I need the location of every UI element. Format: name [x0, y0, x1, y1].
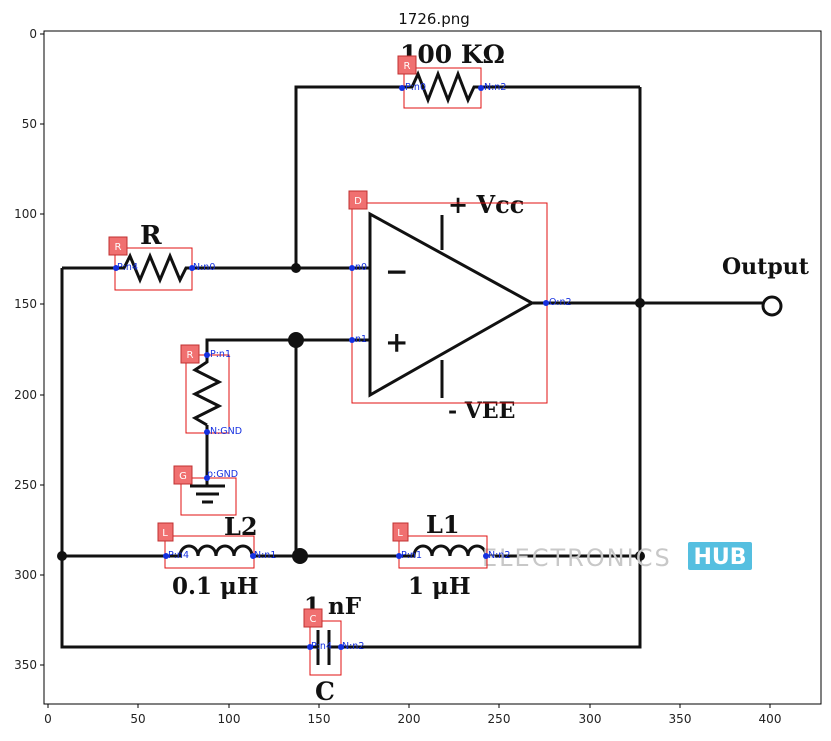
axes-frame: [43, 30, 822, 705]
svg-text:p:GND: p:GND: [207, 469, 238, 480]
output-label: Output: [722, 254, 810, 280]
x-tick-label: 0: [44, 712, 52, 726]
junction-dots: [57, 263, 645, 564]
feedback-resistor-symbol: [402, 69, 481, 105]
inductor-l2-symbol: [166, 544, 254, 558]
annotation-input-resistor: R P:n4 N:n0: [108, 236, 215, 291]
op-amp-minus-sign: −: [385, 255, 408, 288]
capacitor-label: C: [315, 677, 335, 706]
vcc-label: + Vcc: [448, 190, 524, 219]
svg-text:R: R: [404, 61, 411, 72]
svg-text:n0: n0: [355, 262, 367, 273]
circuit-wires: [60, 85, 763, 649]
svg-text:N:n1: N:n1: [254, 550, 276, 561]
svg-text:L: L: [397, 528, 403, 539]
svg-text:N:GND: N:GND: [210, 426, 242, 437]
svg-text:G: G: [179, 471, 187, 482]
y-tick-label: 350: [14, 658, 37, 672]
annotation-capacitor: C P:n4 N:n2: [303, 608, 364, 676]
y-tick-label: 150: [14, 297, 37, 311]
svg-text:C: C: [310, 614, 317, 625]
watermark-text: ELECTRONICS: [482, 544, 672, 572]
inductor-l2-label: L2: [224, 512, 258, 541]
y-tick-label: 0: [29, 27, 37, 41]
x-tick-label: 100: [218, 712, 241, 726]
output-terminal: [761, 295, 783, 317]
svg-text:N:n2: N:n2: [484, 82, 506, 93]
y-tick-label: 100: [14, 207, 37, 221]
op-amp-plus-sign: +: [385, 326, 408, 359]
svg-text:P:n4: P:n4: [311, 641, 332, 652]
svg-text:N:n0: N:n0: [193, 262, 215, 273]
svg-text:n1: n1: [355, 334, 367, 345]
op-amp-symbol: [368, 211, 536, 398]
x-tick-label: 400: [759, 712, 782, 726]
x-tick-label: 250: [488, 712, 511, 726]
y-axis: 0 50 100 150 200 250 300 350: [14, 27, 44, 672]
watermark-badge-text: HUB: [693, 545, 746, 570]
annotation-inductor-l1: L P:n1 N:n2: [392, 522, 510, 569]
svg-text:N:n2: N:n2: [342, 641, 364, 652]
annotation-feedback-resistor: R P:n0 N:n2: [397, 55, 506, 109]
svg-text:R: R: [115, 242, 122, 253]
input-resistor-symbol: [116, 252, 192, 284]
inductor-l2-value: 0.1 μH: [172, 573, 259, 600]
svg-text:P:n4: P:n4: [117, 262, 138, 273]
inductor-l1-value: 1 μH: [408, 573, 471, 600]
x-tick-label: 200: [398, 712, 421, 726]
y-tick-label: 50: [22, 117, 37, 131]
annotation-op-amp: D n0 n1 O:n2: [348, 190, 572, 404]
y-tick-label: 200: [14, 388, 37, 402]
svg-text:L: L: [162, 528, 168, 539]
ground-symbol: [190, 484, 225, 504]
svg-text:P:n0: P:n0: [405, 82, 426, 93]
inductor-l1-symbol: [400, 544, 488, 558]
svg-text:P:n1: P:n1: [401, 550, 422, 561]
svg-text:O:n2: O:n2: [549, 297, 572, 308]
input-resistor-label: R: [140, 221, 162, 251]
svg-text:P:n1: P:n1: [210, 349, 231, 360]
svg-text:D: D: [354, 196, 362, 207]
vee-label: - VEE: [448, 398, 515, 424]
inductor-l1-label: L1: [426, 510, 460, 539]
x-tick-label: 150: [308, 712, 331, 726]
svg-text:R: R: [187, 350, 194, 361]
x-tick-label: 50: [130, 712, 145, 726]
y-tick-label: 250: [14, 478, 37, 492]
feedback-resistor-value: 100 KΩ: [400, 40, 505, 69]
y-tick-label: 300: [14, 568, 37, 582]
x-axis: 0 50 100 150 200 250 300 350 400: [44, 704, 781, 726]
svg-text:N:n2: N:n2: [488, 550, 510, 561]
watermark-badge: [688, 542, 752, 570]
annotation-ground-resistor: R P:n1 N:GND: [180, 344, 242, 437]
figure-title: 1726.png: [398, 10, 470, 28]
annotation-ground: G p:GND: [173, 465, 238, 516]
svg-text:P:n4: P:n4: [168, 550, 189, 561]
x-tick-label: 300: [579, 712, 602, 726]
x-tick-label: 350: [669, 712, 692, 726]
annotation-inductor-l2: L P:n4 N:n1: [157, 522, 276, 569]
ground-resistor-symbol: [191, 355, 223, 427]
